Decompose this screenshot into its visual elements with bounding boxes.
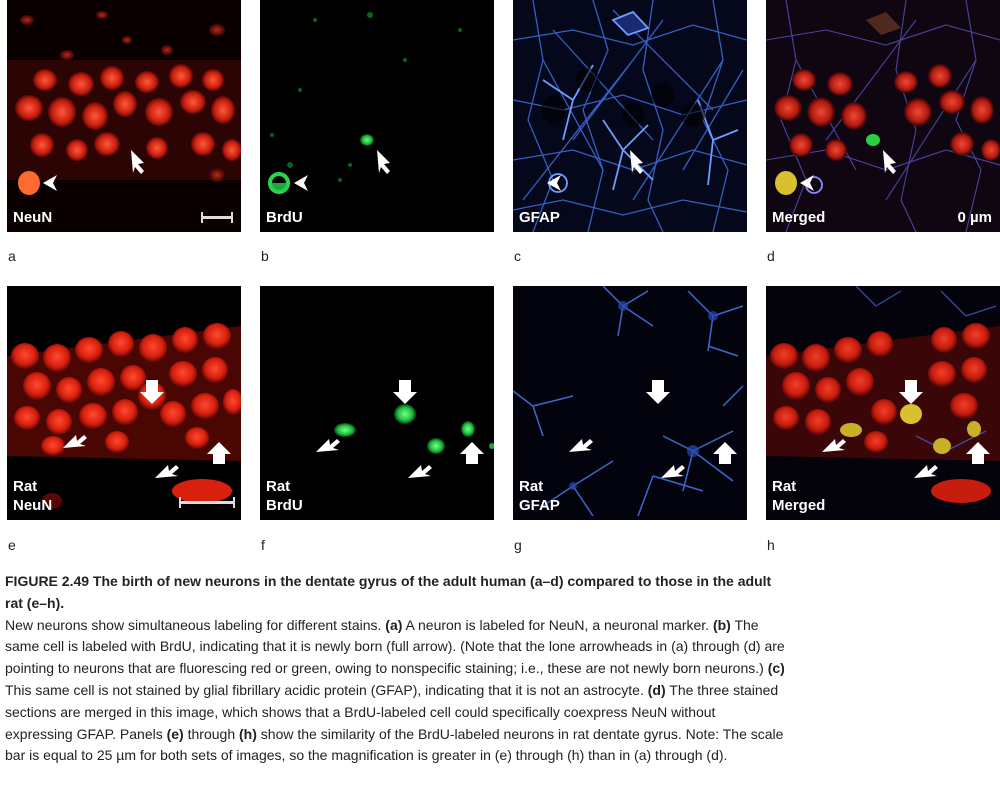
caption-text: The three stained sections are merged in… — [5, 681, 779, 742]
arrow-icon — [883, 150, 896, 174]
arrow-icon — [131, 150, 144, 174]
rat-merged-micrograph — [766, 286, 1000, 520]
rat-gfap-micrograph — [513, 286, 747, 520]
panel-label: Rat NeuN — [13, 478, 53, 514]
caption-ref: (d) — [647, 681, 666, 698]
caption-text: show the similarity of the BrdU-labeled … — [5, 725, 784, 764]
caption-title: FIGURE 2.49 The birth of new neurons in … — [5, 573, 772, 611]
arrowhead-icon — [547, 175, 561, 191]
panel-f-rat-brdu: Rat BrdU — [260, 286, 494, 520]
panel-letter: e — [8, 537, 16, 553]
panel-label: Merged — [772, 209, 826, 226]
panel-letter: h — [767, 537, 775, 553]
arrowhead-icon — [43, 175, 57, 191]
caption-text: New neurons show simultaneous labeling f… — [5, 616, 386, 633]
panel-c-gfap: GFAP — [513, 0, 747, 232]
panel-h-rat-merged: Rat Merged — [766, 286, 1000, 520]
arrowhead-icon — [800, 175, 814, 191]
caption-ref: (h) — [239, 725, 257, 742]
panel-letter: a — [8, 248, 16, 264]
panel-label: GFAP — [519, 209, 560, 226]
arrow-icon — [316, 380, 484, 478]
caption-ref: (a) — [385, 616, 403, 633]
panel-letter: f — [261, 537, 265, 553]
panel-label: Rat BrdU — [266, 478, 303, 514]
arrow-icon — [569, 380, 737, 478]
arrow-icon — [630, 150, 643, 174]
panel-label: Rat GFAP — [519, 478, 560, 514]
panel-g-rat-gfap: Rat GFAP — [513, 286, 747, 520]
rat-neun-micrograph — [7, 286, 241, 520]
caption-text: The same cell is labeled with BrdU, indi… — [5, 616, 785, 677]
arrow-icon — [822, 380, 990, 478]
panel-label: Rat Merged — [772, 478, 826, 514]
panel-letter: d — [767, 248, 775, 264]
caption-text: through — [183, 725, 239, 742]
scale-bar — [179, 497, 235, 508]
panel-label: BrdU — [266, 209, 303, 226]
panel-b-brdu: BrdU — [260, 0, 494, 232]
merged-micrograph — [766, 0, 1000, 232]
caption-text: This same cell is not stained by glial f… — [5, 681, 648, 698]
caption-ref: (b) — [712, 616, 731, 633]
arrow-icon — [377, 150, 390, 174]
brdu-micrograph — [260, 0, 494, 232]
depth-label: 0 µm — [957, 209, 993, 226]
scale-bar — [201, 212, 233, 223]
panel-e-rat-neun: Rat NeuN — [7, 286, 241, 520]
arrow-icon — [63, 380, 231, 478]
panel-letter: b — [261, 248, 269, 264]
neun-micrograph — [7, 0, 241, 232]
caption-ref: (c) — [767, 660, 785, 677]
panel-label: NeuN — [13, 209, 53, 226]
gfap-micrograph — [513, 0, 747, 232]
panel-letter: g — [514, 537, 522, 553]
caption-body: New neurons show simultaneous labeling f… — [5, 615, 785, 768]
arrowhead-icon — [294, 175, 308, 191]
rat-brdu-micrograph — [260, 286, 494, 520]
caption-text: A neuron is labeled for NeuN, a neuronal… — [402, 616, 713, 633]
panel-d-merged: Merged 0 µm — [766, 0, 1000, 232]
caption-ref: (e) — [166, 725, 184, 742]
panel-a-neun: NeuN — [7, 0, 241, 232]
figure-caption: FIGURE 2.49 The birth of new neurons in … — [5, 571, 785, 767]
panel-letter: c — [514, 248, 521, 264]
